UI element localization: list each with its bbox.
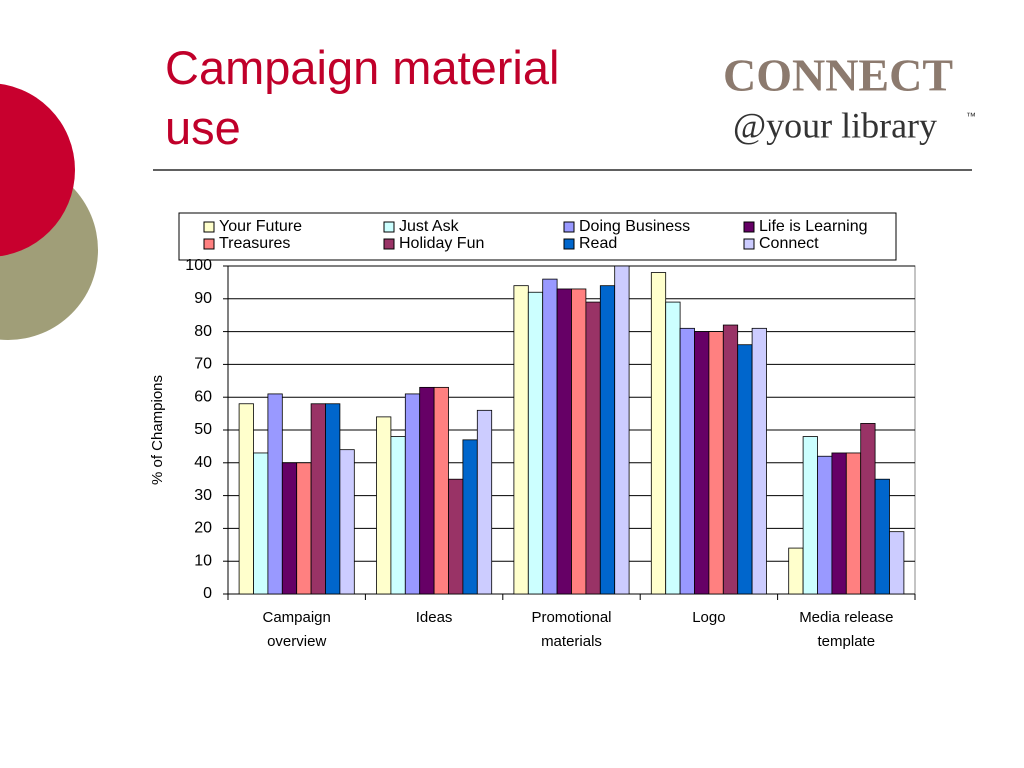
bar [599, 285, 616, 595]
bar [694, 331, 710, 595]
bar [281, 462, 298, 595]
legend-label: Holiday Fun [399, 235, 484, 252]
bar [751, 327, 767, 595]
bar [419, 386, 435, 595]
legend-label: Treasures [219, 235, 290, 252]
bar [679, 327, 695, 595]
bar [556, 288, 572, 595]
logo-word: CONNECT [723, 50, 953, 101]
y-tick-label: 20 [194, 520, 212, 537]
x-tick-label: Logo [692, 609, 726, 626]
legend-swatch [203, 238, 215, 250]
bar [376, 416, 392, 595]
decor-circle [0, 83, 75, 257]
legend-label: Your Future [219, 218, 302, 235]
bar [433, 386, 449, 595]
legend-swatch [383, 238, 395, 250]
bar [513, 285, 529, 595]
y-axis-label: % of Champions [149, 375, 166, 485]
bar [665, 301, 681, 595]
bar [802, 436, 818, 595]
bar [310, 403, 326, 595]
y-tick-label: 10 [194, 552, 212, 569]
bar [390, 436, 406, 595]
legend-label: Doing Business [579, 218, 690, 235]
bar [817, 455, 833, 595]
legend-swatch [563, 238, 575, 250]
bar [722, 324, 739, 595]
bar [404, 393, 421, 595]
bar [238, 403, 254, 595]
legend-label: Life is Learning [759, 218, 868, 235]
legend-label: Just Ask [399, 218, 460, 235]
y-tick-label: 70 [194, 356, 212, 373]
bar [585, 301, 601, 595]
bar [737, 344, 753, 595]
y-tick-label: 80 [194, 323, 212, 340]
bar [889, 531, 905, 595]
legend [178, 212, 897, 261]
x-tick-label: Campaign overview [262, 609, 331, 650]
x-tick-label: Ideas [415, 609, 453, 626]
bar [527, 291, 544, 595]
y-tick-label: 0 [203, 585, 212, 602]
legend-swatch [743, 238, 755, 250]
bar [845, 452, 862, 595]
bar [708, 331, 724, 595]
y-tick-label: 60 [194, 388, 212, 405]
bar [253, 452, 269, 595]
bar [614, 265, 630, 595]
x-tick-label: Promotional materials [531, 609, 612, 650]
legend-label: Read [579, 235, 617, 252]
bar [267, 393, 283, 595]
bar [462, 439, 478, 595]
bar [448, 478, 464, 595]
bar [831, 452, 847, 595]
bar [296, 462, 312, 595]
legend-swatch [743, 221, 755, 233]
legend-swatch [203, 221, 215, 233]
bar [650, 272, 667, 595]
y-tick-label: 100 [185, 257, 212, 274]
y-tick-label: 90 [194, 290, 212, 307]
legend-label: Connect [759, 235, 819, 252]
slide-title: Campaign material use [165, 41, 560, 154]
y-tick-label: 40 [194, 454, 212, 471]
y-tick-label: 30 [194, 487, 212, 504]
logo-tagline: @your library [733, 105, 937, 145]
logo-mark: ™ [966, 112, 976, 123]
bar [788, 547, 804, 595]
bar [339, 449, 355, 595]
bar [874, 478, 890, 595]
bar [571, 288, 587, 595]
y-tick-label: 50 [194, 421, 212, 438]
x-tick-label: Media release template [799, 609, 894, 650]
legend-swatch [383, 221, 395, 233]
legend-swatch [563, 221, 575, 233]
bar [476, 409, 493, 595]
bar [542, 278, 558, 595]
bar [860, 423, 876, 595]
bar [325, 403, 341, 595]
